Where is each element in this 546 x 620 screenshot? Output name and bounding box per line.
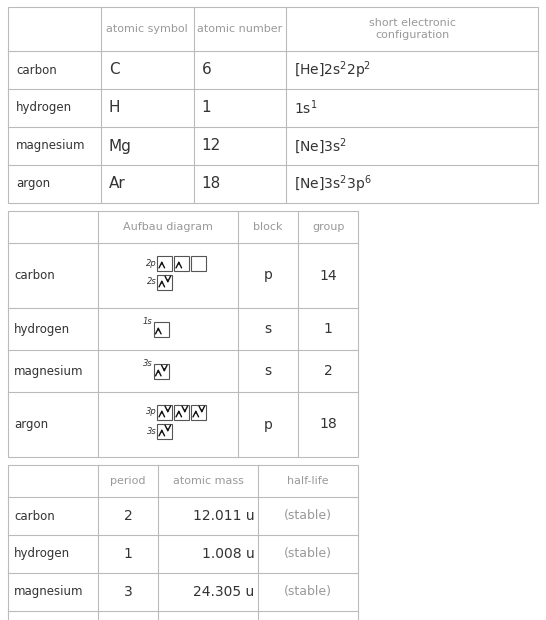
Text: [Ne]3s$^2$: [Ne]3s$^2$ [294, 136, 347, 156]
Bar [8, 7, 538, 203]
Text: [He]2s$^2$2p$^2$: [He]2s$^2$2p$^2$ [294, 59, 371, 81]
Bar [157, 255, 173, 270]
Text: 12.011 u: 12.011 u [193, 509, 254, 523]
Text: 18: 18 [319, 417, 337, 432]
Text: argon: argon [14, 418, 48, 431]
Text: atomic number: atomic number [197, 24, 282, 34]
Text: 24.305 u: 24.305 u [193, 585, 254, 599]
Bar [157, 404, 173, 420]
Text: H: H [109, 100, 120, 115]
Text: magnesium: magnesium [14, 585, 84, 598]
Text: Aufbau diagram: Aufbau diagram [123, 222, 213, 232]
Text: 3p: 3p [146, 407, 156, 417]
Text: [Ne]3s$^2$3p$^6$: [Ne]3s$^2$3p$^6$ [294, 173, 372, 195]
Text: Ar: Ar [109, 177, 126, 192]
Text: 6: 6 [201, 63, 211, 78]
Text: magnesium: magnesium [14, 365, 84, 378]
Text: half-life: half-life [287, 476, 329, 486]
Text: (stable): (stable) [284, 547, 332, 560]
Text: 12: 12 [201, 138, 221, 154]
Text: carbon: carbon [16, 63, 57, 76]
Bar [8, 465, 358, 620]
Text: s: s [265, 322, 272, 336]
Text: short electronic
configuration: short electronic configuration [369, 18, 455, 40]
Text: (stable): (stable) [284, 510, 332, 523]
Text: 3: 3 [124, 585, 133, 599]
Text: hydrogen: hydrogen [14, 547, 70, 560]
Text: hydrogen: hydrogen [14, 322, 70, 335]
Bar [191, 404, 206, 420]
Text: carbon: carbon [14, 269, 55, 282]
Bar [174, 404, 189, 420]
Text: p: p [264, 417, 272, 432]
Text: period: period [110, 476, 146, 486]
Text: group: group [312, 222, 345, 232]
Bar [157, 423, 173, 438]
Text: 1s$^1$: 1s$^1$ [294, 99, 318, 117]
Text: magnesium: magnesium [16, 140, 86, 153]
Text: 2: 2 [124, 509, 133, 523]
Text: Mg: Mg [109, 138, 132, 154]
Bar [191, 255, 206, 270]
Text: carbon: carbon [14, 510, 55, 523]
Text: atomic symbol: atomic symbol [106, 24, 188, 34]
Text: s: s [265, 364, 272, 378]
Text: 1: 1 [324, 322, 333, 336]
Text: 1.008 u: 1.008 u [201, 547, 254, 561]
Text: 1: 1 [124, 547, 133, 561]
Text: block: block [253, 222, 283, 232]
Text: hydrogen: hydrogen [16, 102, 72, 115]
Bar [174, 255, 189, 270]
Text: (stable): (stable) [284, 585, 332, 598]
Text: C: C [109, 63, 120, 78]
Text: 18: 18 [201, 177, 221, 192]
Bar [8, 211, 358, 457]
Text: 3s: 3s [146, 427, 156, 435]
Text: argon: argon [16, 177, 50, 190]
Text: 2: 2 [324, 364, 333, 378]
Text: 1: 1 [201, 100, 211, 115]
Text: atomic mass: atomic mass [173, 476, 244, 486]
Text: 3s: 3s [143, 359, 153, 368]
Bar [157, 275, 173, 290]
Bar [154, 363, 169, 378]
Text: 2s: 2s [146, 278, 156, 286]
Text: 2p: 2p [146, 259, 156, 267]
Text: p: p [264, 268, 272, 283]
Text: 1s: 1s [143, 317, 153, 326]
Bar [154, 322, 169, 337]
Text: 14: 14 [319, 268, 337, 283]
